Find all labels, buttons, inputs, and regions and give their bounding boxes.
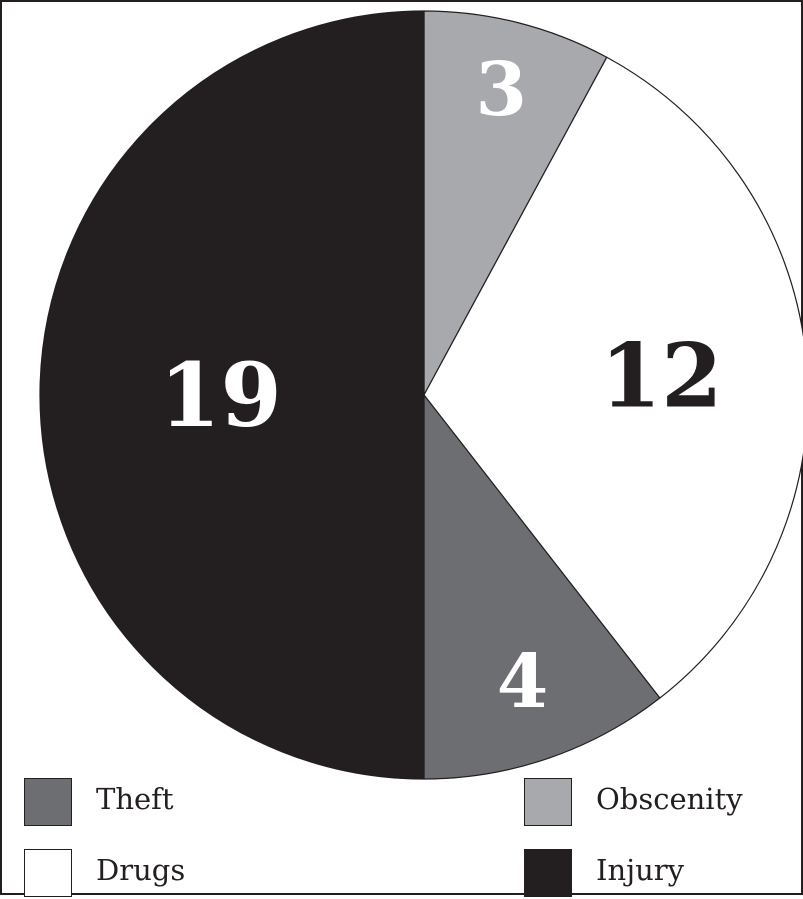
legend-label-drugs: Drugs: [96, 853, 186, 887]
legend-label-injury: Injury: [596, 853, 685, 887]
legend-label-theft: Theft: [96, 782, 174, 816]
legend-swatch-obscenity: [524, 778, 572, 826]
legend-swatch-theft: [24, 778, 72, 826]
data-label-theft: 4: [497, 639, 549, 725]
pie-slice-obscenity: [423, 10, 608, 396]
data-label-drugs: 12: [600, 323, 722, 427]
legend-swatch-injury: [524, 849, 572, 897]
legend-swatch-drugs: [24, 849, 72, 897]
pie-slice-theft: [423, 394, 661, 780]
data-label-obscenity: 3: [476, 47, 528, 133]
pie-slice-injury: [39, 10, 425, 780]
data-label-injury: 19: [159, 343, 281, 447]
pie-slice-drugs: [423, 56, 803, 699]
legend-label-obscenity: Obscenity: [596, 782, 743, 816]
